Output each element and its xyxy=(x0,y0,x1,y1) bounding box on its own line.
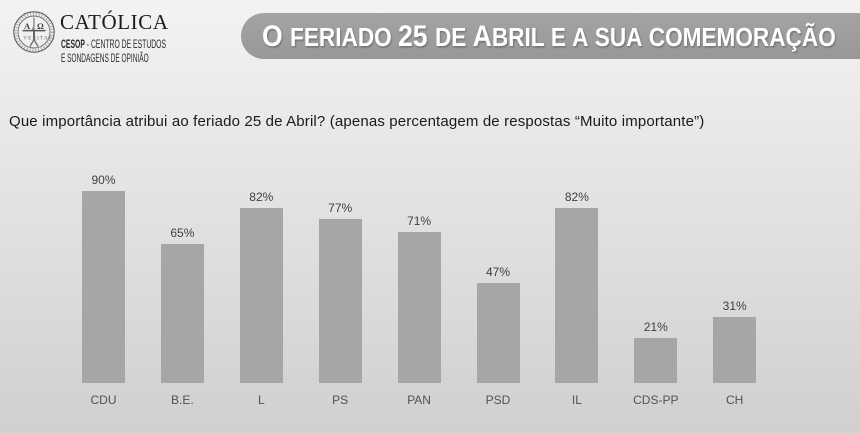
svg-text:A: A xyxy=(24,21,31,31)
svg-text:g: g xyxy=(32,26,35,32)
svg-text:Ω: Ω xyxy=(37,21,44,31)
svg-text:VERITATI: VERITATI xyxy=(23,36,55,42)
